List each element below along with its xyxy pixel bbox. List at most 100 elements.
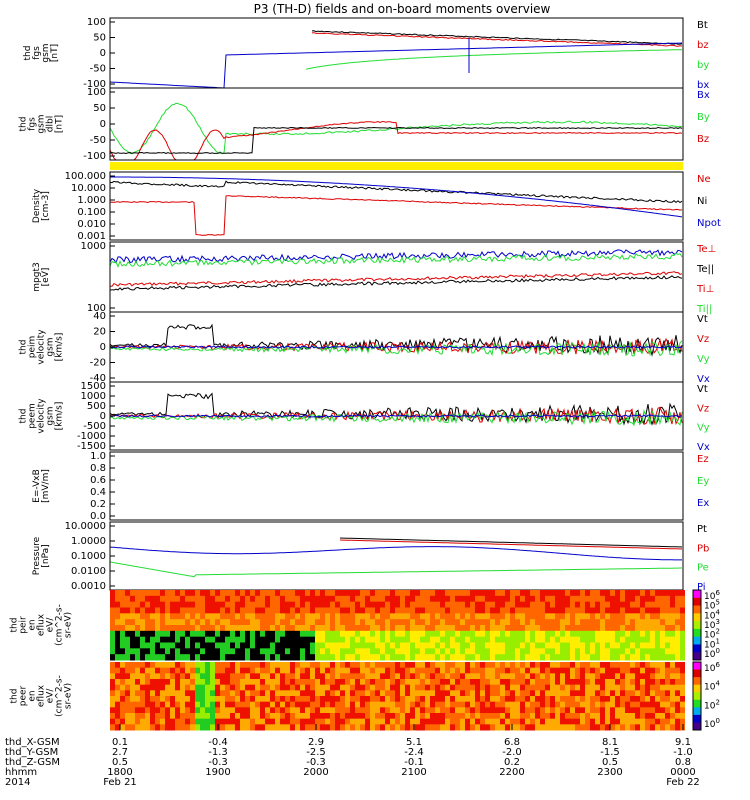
spectrogram-cell	[515, 724, 520, 731]
spectrogram-cell	[370, 590, 375, 597]
spectrogram-cell	[680, 696, 685, 703]
spectrogram-cell	[195, 667, 200, 674]
spectrogram-cell	[555, 701, 560, 708]
spectrogram-cell	[220, 690, 225, 697]
spectrogram-cell	[475, 701, 480, 708]
spectrogram-cell	[350, 690, 355, 697]
spectrogram-cell	[300, 662, 305, 669]
spectrogram-cell	[205, 679, 210, 686]
spectrogram-cell	[210, 654, 215, 661]
spectrogram-cell	[145, 713, 150, 720]
spectrogram-cell	[455, 613, 460, 620]
spectrogram-cell	[205, 595, 210, 603]
spectrogram-cell	[400, 724, 405, 731]
spectrogram-cell	[645, 696, 650, 703]
spectrogram-cell	[565, 654, 570, 661]
spectrogram-cell	[340, 684, 345, 691]
spectrogram-cell	[145, 642, 150, 649]
spectrogram-cell	[175, 707, 180, 714]
spectrogram-cell	[380, 718, 385, 725]
spectrogram-cell	[630, 595, 635, 603]
spectrogram-cell	[410, 654, 415, 661]
spectrogram-cell	[245, 662, 250, 669]
spectrogram-cell	[365, 607, 370, 614]
spectrogram-cell	[535, 679, 540, 686]
spectrogram-cell	[355, 713, 360, 720]
spectrogram-cell	[665, 636, 670, 643]
spectrogram-cell	[225, 619, 230, 626]
spectrogram-cell	[555, 619, 560, 626]
spectrogram-cell	[245, 707, 250, 714]
spectrogram-cell	[385, 718, 390, 725]
spectrogram-cell	[135, 590, 140, 597]
spectrogram-cell	[665, 662, 670, 669]
spectrogram-cell	[605, 707, 610, 714]
spectrogram-cell	[305, 690, 310, 697]
spectrogram-cell	[125, 679, 130, 686]
y-tick-label: 10.0000	[65, 521, 106, 532]
spectrogram-cell	[335, 690, 340, 697]
spectrogram-cell	[495, 642, 500, 649]
spectrogram-cell	[650, 636, 655, 643]
spectrogram-cell	[540, 667, 545, 674]
spectrogram-cell	[605, 679, 610, 686]
spectrogram-cell	[520, 713, 525, 720]
spectrogram-cell	[340, 667, 345, 674]
spectrogram-cell	[620, 648, 625, 655]
spectrogram-cell	[560, 648, 565, 655]
spectrogram-cell	[565, 619, 570, 626]
spectrogram-cell	[265, 590, 270, 597]
spectrogram-cell	[230, 724, 235, 731]
spectrogram-cell	[290, 642, 295, 649]
spectrogram-cell	[315, 684, 320, 691]
spectrogram-cell	[640, 601, 645, 608]
spectrogram-cell	[450, 662, 455, 669]
spectrogram-cell	[400, 718, 405, 725]
spectrogram-cell	[155, 630, 160, 638]
spectrogram-cell	[460, 724, 465, 731]
y-tick-label: 1.0000	[71, 536, 106, 547]
spectrogram-cell	[320, 690, 325, 697]
spectrogram-cell	[300, 630, 305, 638]
spectrogram-cell	[645, 642, 650, 649]
spectrogram-cell	[640, 625, 645, 632]
spectrogram-cell	[420, 718, 425, 725]
spectrogram-cell	[495, 607, 500, 614]
spectrogram-cell	[450, 684, 455, 691]
spectrogram-cell	[585, 690, 590, 697]
spectrogram-cell	[340, 724, 345, 731]
spectrogram-cell	[605, 684, 610, 691]
spectrogram-cell	[545, 654, 550, 661]
spectrogram-cell	[510, 636, 515, 643]
spectrogram-cell	[340, 696, 345, 703]
spectrogram-cell	[110, 607, 115, 614]
spectrogram-cell	[360, 654, 365, 661]
spectrogram-cell	[145, 590, 150, 597]
x-axis-value: 0.5	[112, 757, 128, 768]
colorbar-band	[693, 722, 701, 731]
spectrogram-cell	[435, 601, 440, 608]
spectrogram-cell	[505, 607, 510, 614]
spectrogram-cell	[435, 662, 440, 669]
spectrogram-cell	[425, 679, 430, 686]
spectrogram-cell	[320, 613, 325, 620]
spectrogram-cell	[455, 690, 460, 697]
spectrogram-cell	[640, 630, 645, 638]
spectrogram-cell	[645, 601, 650, 608]
spectrogram-cell	[150, 679, 155, 686]
spectrogram-cell	[215, 625, 220, 632]
spectrogram-cell	[615, 696, 620, 703]
spectrogram-cell	[530, 684, 535, 691]
spectrogram-cell	[230, 619, 235, 626]
spectrogram-cell	[210, 724, 215, 731]
spectrogram-cell	[140, 718, 145, 725]
spectrogram-cell	[165, 679, 170, 686]
spectrogram-cell	[330, 679, 335, 686]
spectrogram-cell	[475, 684, 480, 691]
spectrogram-cell	[630, 630, 635, 638]
spectrogram-cell	[515, 667, 520, 674]
spectrogram-cell	[470, 673, 475, 680]
spectrogram-cell	[415, 619, 420, 626]
spectrogram-cell	[590, 642, 595, 649]
spectrogram-cell	[130, 696, 135, 703]
